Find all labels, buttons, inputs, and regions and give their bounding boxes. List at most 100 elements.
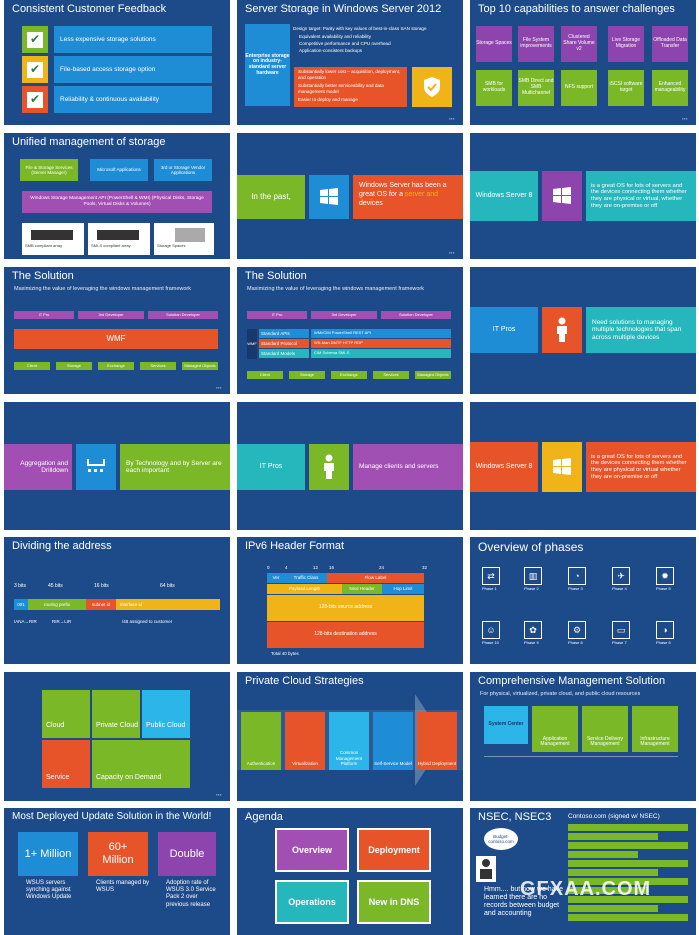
cap-cell: Storage Spaces (476, 26, 512, 62)
tag-3rd-developer: 3rd Developer (311, 311, 377, 319)
slide-dividing-address[interactable]: Dividing the address 3 bits 45 bits 16 b… (4, 537, 230, 664)
tag-it-pro: IT Pro (14, 311, 74, 319)
total-bytes: Total 40 bytes (271, 651, 299, 656)
slide-title: Dividing the address (12, 540, 112, 552)
cap-cell: SMB for workloads (476, 70, 512, 106)
cap-cell: Enhanced manageability (652, 70, 688, 106)
slide-it-pros-manage[interactable]: IT Pros Manage clients and servers (237, 402, 463, 530)
slide-unified-management[interactable]: Unified management of storage File & Sto… (4, 133, 230, 259)
agenda-deployment[interactable]: Deployment (357, 828, 431, 872)
payload-length-field: Payload Length (267, 584, 342, 594)
slide-customer-feedback[interactable]: Consistent Customer Feedback ✔ Less expe… (4, 0, 230, 125)
windows-logo-icon (309, 175, 349, 219)
agenda-new-in-dns[interactable]: New in DNS (357, 880, 431, 924)
record-row (568, 887, 648, 894)
tag-it-pro: IT Pro (247, 311, 307, 319)
slide-nsec[interactable]: NSEC, NSEC3 Contoso.com (signed w/ NSEC)… (470, 808, 696, 935)
record-row (568, 869, 658, 876)
server-icon (97, 230, 139, 240)
slide-title: Most Deployed Update Solution in the Wor… (12, 811, 212, 822)
storage-spaces: Storage Spaces (154, 223, 214, 255)
feedback-item-2: File-based access storage option (54, 56, 212, 83)
slide-subtitle: Maximizing the value of leveraging the w… (14, 286, 192, 292)
footer: ▪▪▪ (216, 385, 222, 390)
slide-overview-phases[interactable]: Overview of phases ⇄ ▥ ◔ ✈ ✹ Phase 1 Pha… (470, 537, 696, 664)
great-os-text: is a great OS for lots of servers and th… (586, 442, 696, 492)
bottom-tag: Storage (289, 371, 325, 379)
tag-solution-developer: Solution Developer (148, 311, 218, 319)
slide-ipv6-header[interactable]: IPv6 Header Format 0 4 12 16 24 32 Ver T… (237, 537, 463, 664)
slide-windows-server-8b[interactable]: Windows Server 8 is a great OS for lots … (470, 402, 696, 530)
tag-3rd-developer: 3rd Developer (78, 311, 144, 319)
segment: interface id (116, 599, 220, 610)
bottom-tag: Storage (56, 362, 92, 370)
slide-windows-server-8[interactable]: Windows Server 8 is a great OS for lots … (470, 133, 696, 259)
slide-it-pros-need[interactable]: IT Pros Need solutions to managing multi… (470, 267, 696, 394)
slide-update-solution[interactable]: Most Deployed Update Solution in the Wor… (4, 808, 230, 935)
slide-aggregation[interactable]: Aggregation and Drilldown By Technology … (4, 402, 230, 530)
hop-limit-field: Hop Limit (382, 584, 424, 594)
slide-title: Top 10 capabilities to answer challenges (478, 3, 675, 15)
slide-private-cloud[interactable]: Private Cloud Strategies Authentication … (237, 672, 463, 801)
tag-solution-developer: Solution Developer (381, 311, 451, 319)
next-header-field: Next Header (342, 584, 382, 594)
feedback-item-3: Reliability & continuous availability (54, 86, 212, 113)
record-row (568, 851, 638, 858)
scope-label: IANA→RIR (14, 619, 37, 624)
slide-title: Overview of phases (478, 540, 584, 554)
stat-tile-3: Double (158, 832, 216, 876)
check-tile-orange: ✔ (22, 86, 48, 113)
text-part: Windows Server has been a great OS for a (359, 182, 447, 199)
slide-solution-1[interactable]: The Solution Maximizing the value of lev… (4, 267, 230, 394)
person-icon (542, 307, 582, 353)
row-label: Standard Models (259, 349, 309, 358)
person-icon (309, 444, 349, 490)
cap-cell: File System improvements (518, 26, 554, 62)
stat-desc-2: Clients managed by WSUS (96, 880, 150, 894)
phase-icon: ✈ (612, 567, 630, 585)
device-label: SMB compliant array (25, 243, 63, 248)
slide-comprehensive-management[interactable]: Comprehensive Management Solution For ph… (470, 672, 696, 801)
row-label: Standard Protocol (259, 339, 309, 348)
aggregation-tile: Aggregation and Drilldown (4, 444, 72, 490)
tile-service: Service (42, 740, 90, 788)
need-solutions-text: Need solutions to managing multiple tech… (586, 307, 696, 353)
check-icon: ✔ (27, 61, 43, 78)
slide-top10[interactable]: Top 10 capabilities to answer challenges… (470, 0, 696, 125)
phase-icon: ◑ (656, 621, 674, 639)
bit-num: 4 (285, 565, 288, 570)
bit-num: 16 (329, 565, 335, 570)
slide-server-storage[interactable]: Server Storage in Windows Server 2012 En… (237, 0, 463, 125)
design-target: Design target: Parity with key values of… (293, 26, 427, 31)
segment: routing prefix (28, 599, 86, 610)
slide-in-the-past[interactable]: In the past, Windows Server has been a g… (237, 133, 463, 259)
phase-label: Phase 2 (524, 586, 539, 591)
wmf-side-label: WMF (247, 329, 257, 359)
phase-label: Phase 7 (612, 640, 627, 645)
slide-title: Unified management of storage (12, 136, 166, 148)
device-label: SMI-S compliant array (91, 243, 131, 248)
footer: ▪▪▪ (449, 116, 455, 121)
shield-check-icon (412, 67, 452, 107)
slide-title: Server Storage in Windows Server 2012 (245, 3, 442, 15)
destination-address-field: 128-bits destination address (267, 622, 424, 648)
slide-solution-2[interactable]: The Solution Maximizing the value of lev… (237, 267, 463, 394)
slide-title: Consistent Customer Feedback (12, 3, 167, 15)
slide-cloud-tiles[interactable]: Cloud Private Cloud Public Cloud Service… (4, 672, 230, 801)
agenda-overview[interactable]: Overview (275, 828, 349, 872)
bullet: Equivalent availability and reliability (299, 34, 372, 39)
check-icon: ✔ (27, 91, 43, 108)
row-label: Standard APIs (259, 329, 309, 338)
phase-label: Phase 6 (656, 640, 671, 645)
cap-cell: SMB Direct and SMB Multichannel (518, 70, 554, 106)
scope-label: RIR→LIR (52, 619, 72, 624)
tile-capacity: Capacity on Demand (92, 740, 190, 788)
cap-cell: Clustered Share Volume v2 (561, 26, 597, 62)
slide-agenda[interactable]: Agenda Overview Deployment Operations Ne… (237, 808, 463, 935)
disk-icon (175, 228, 205, 242)
windows-logo-icon (542, 442, 582, 492)
bottom-tag: Services (373, 371, 409, 379)
bits-label: 64 bits (160, 583, 175, 589)
agenda-operations[interactable]: Operations (275, 880, 349, 924)
check-icon: ✔ (27, 31, 43, 48)
